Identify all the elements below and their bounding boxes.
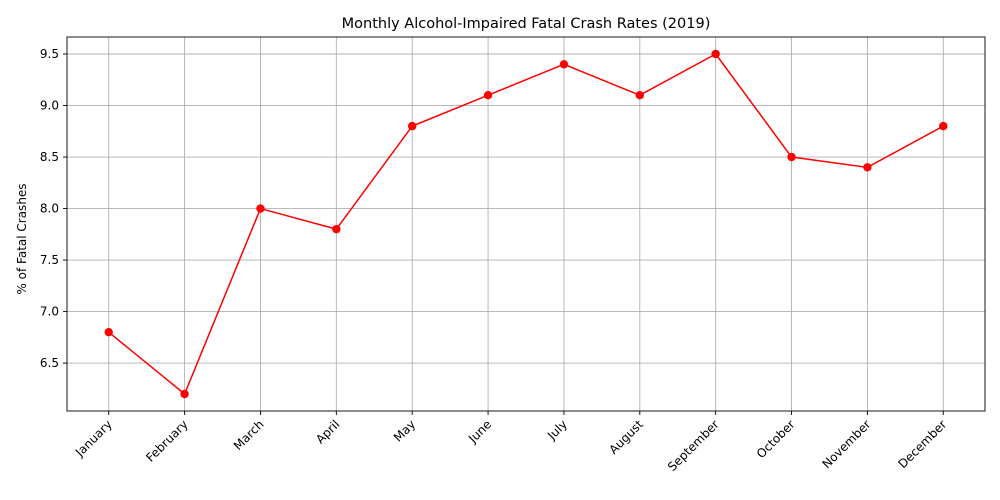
data-point [559,60,569,69]
y-tick-label: 9.5 [40,47,59,61]
data-point [787,152,796,162]
chart-title: Monthly Alcohol-Impaired Fatal Crash Rat… [342,16,711,32]
data-point [104,327,113,337]
data-point [939,121,948,131]
data-point [863,163,872,172]
data-point [635,91,645,100]
y-tick-label: 8.5 [40,150,59,164]
y-tick-label: 9.0 [40,99,59,113]
data-series [104,49,948,399]
y-axis-label: % of Fatal Crashes [15,183,29,294]
y-tick-label: 7.0 [40,305,59,319]
y-tick-label: 7.5 [40,253,59,267]
y-tick-label: 8.0 [40,202,59,216]
series-line [108,53,944,395]
data-point [332,224,341,234]
data-point [180,389,189,399]
data-point [256,204,265,213]
plot-frame [66,36,986,412]
data-point [407,121,417,131]
y-tick-label: 6.5 [40,356,59,370]
data-point [711,49,720,59]
data-point [483,91,493,100]
